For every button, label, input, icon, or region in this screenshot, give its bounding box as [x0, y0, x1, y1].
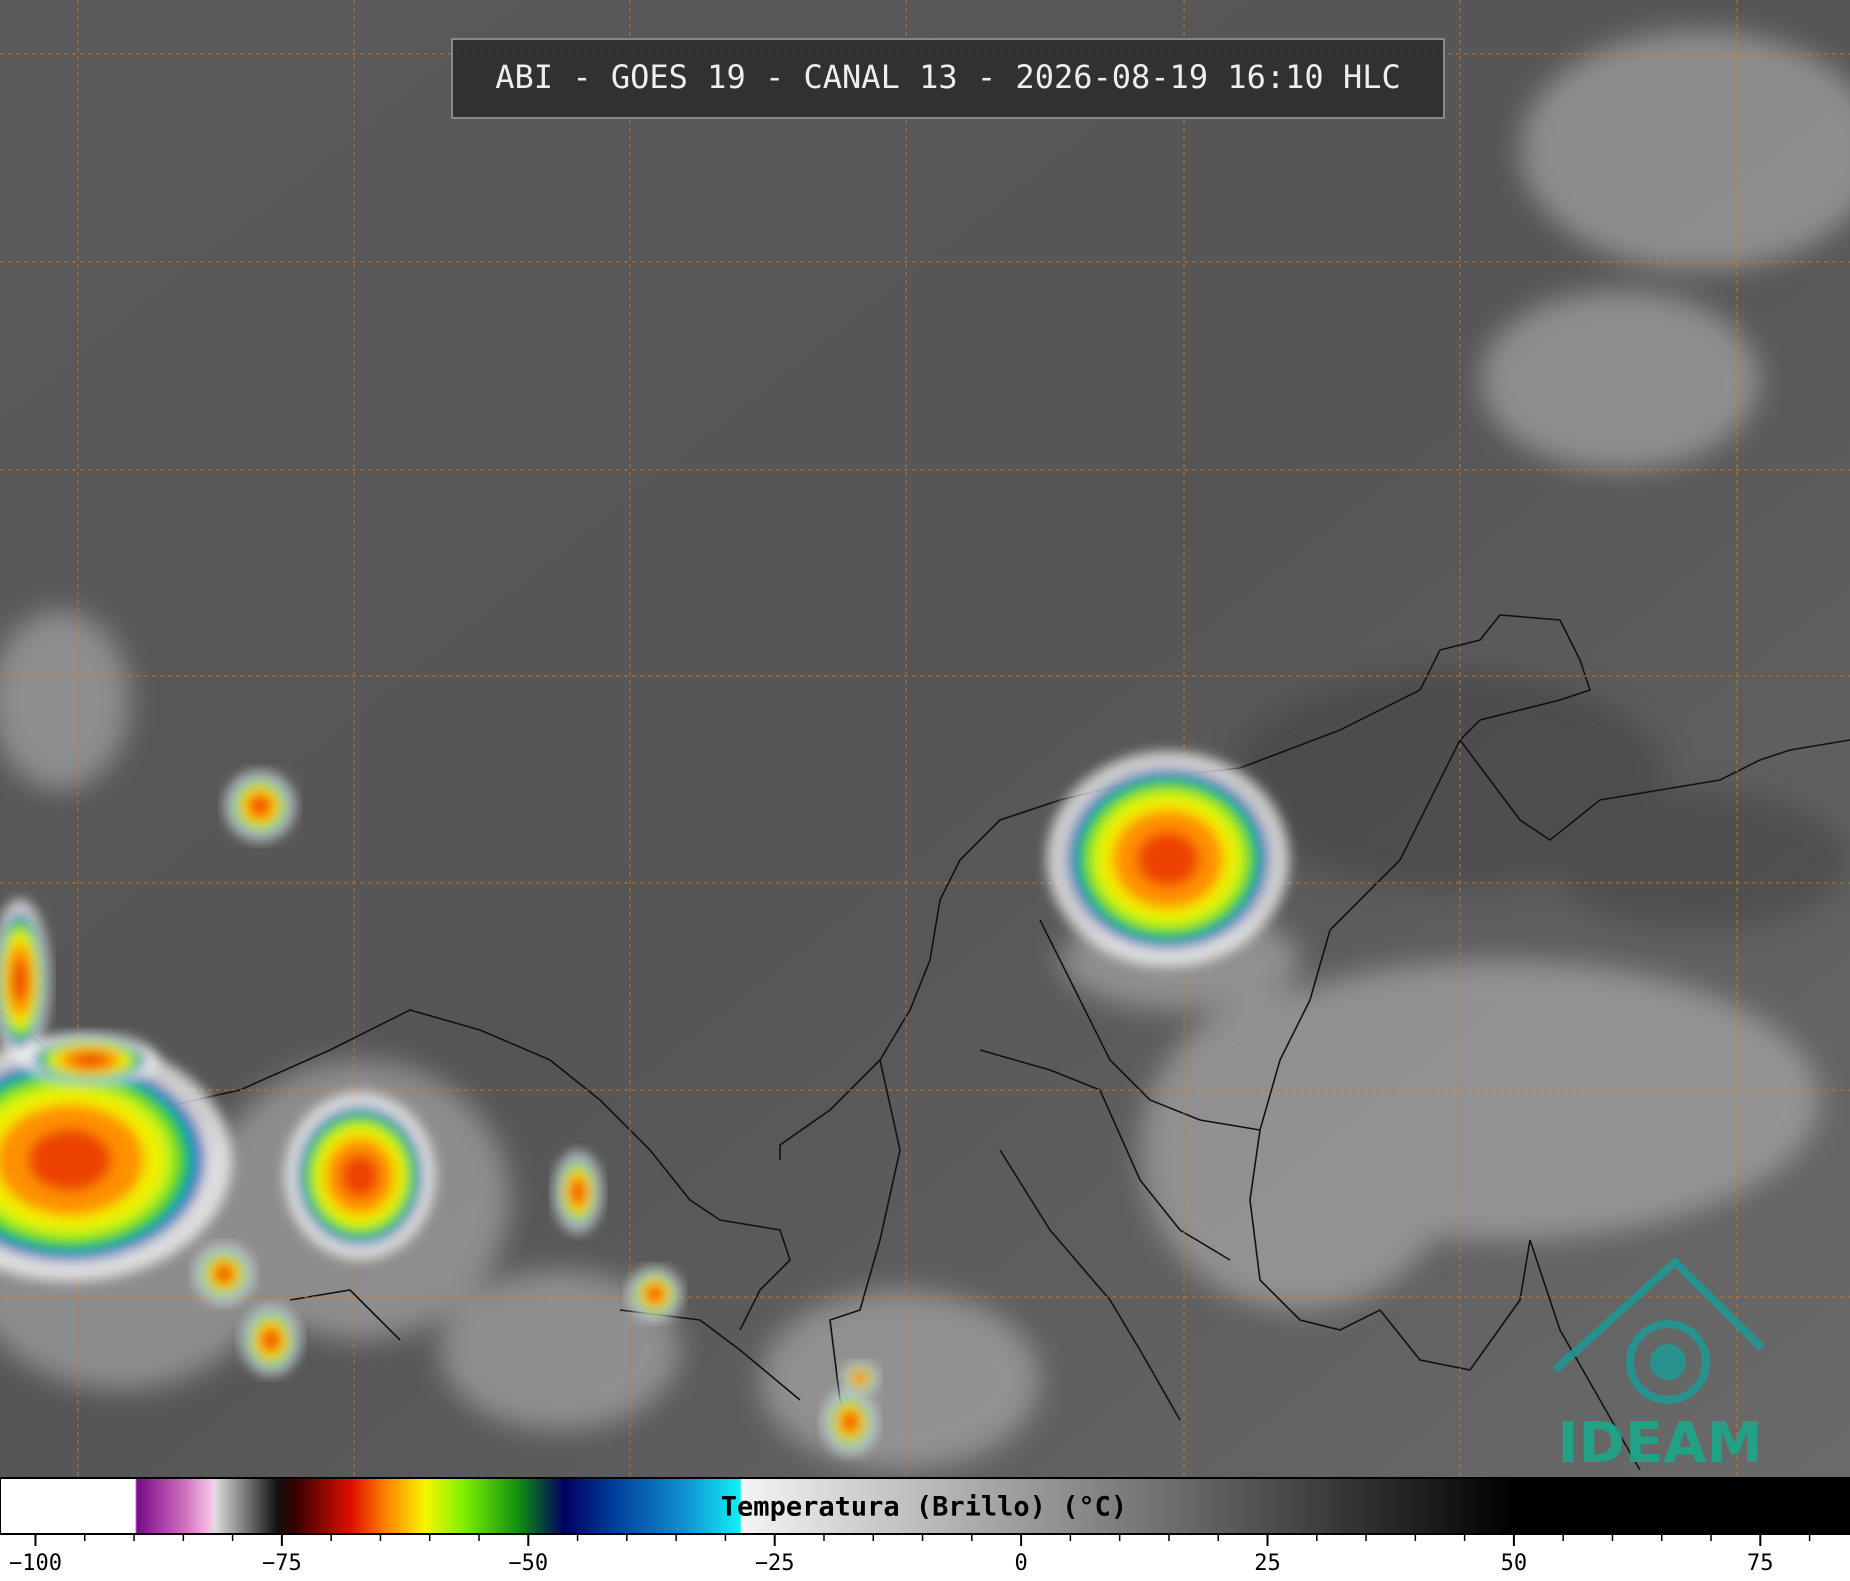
storm-cell: [224, 770, 296, 842]
storm-ring: [12, 959, 28, 1001]
storm-ring: [263, 1330, 279, 1350]
title-box: [451, 38, 1445, 119]
tick-label: −50: [508, 1551, 548, 1576]
graticule: [0, 0, 1850, 1478]
storm-ring: [648, 1287, 662, 1301]
storm-ring: [340, 1154, 380, 1198]
storm-cell: [284, 1092, 436, 1260]
storm-cell: [823, 1389, 877, 1455]
storm-cell: [0, 1038, 232, 1282]
title: ABI - GOES 19 - CANAL 13 - 2026-08-19 16…: [495, 58, 1400, 96]
storm-ring: [72, 1053, 108, 1067]
dry-land: [1230, 670, 1850, 930]
tick-label: 25: [1254, 1551, 1281, 1576]
storm-cell: [0, 899, 50, 1061]
tick-label: 75: [1747, 1551, 1774, 1576]
storm-ring: [855, 1373, 865, 1383]
convective-cells: [0, 751, 1290, 1455]
tick-label: 0: [1014, 1551, 1027, 1576]
storm-cell: [841, 1361, 879, 1395]
tick-label: 50: [1501, 1551, 1528, 1576]
storm-cell: [1046, 751, 1290, 967]
logo-text: IDEAM: [1558, 1411, 1763, 1476]
storm-cell: [628, 1267, 682, 1321]
tick-label: −100: [9, 1551, 62, 1576]
storm-cell: [241, 1304, 301, 1376]
colorbar: [0, 1477, 1850, 1535]
storm-ring: [216, 1266, 232, 1282]
storm-ring: [28, 1128, 112, 1192]
storm-ring: [1136, 831, 1200, 887]
tick-label: −75: [262, 1551, 302, 1576]
storm-ring: [250, 796, 270, 816]
storm-ring: [843, 1413, 857, 1431]
clouds: [0, 30, 1850, 1470]
tick-label: −25: [755, 1551, 795, 1576]
storm-cell: [22, 1033, 158, 1087]
storm-cell: [553, 1151, 603, 1233]
storm-cell: [194, 1244, 254, 1304]
logo: [1552, 1256, 1765, 1404]
colorbar-label: Temperatura (Brillo) (°C): [721, 1492, 1127, 1523]
storm-ring: [571, 1181, 585, 1203]
